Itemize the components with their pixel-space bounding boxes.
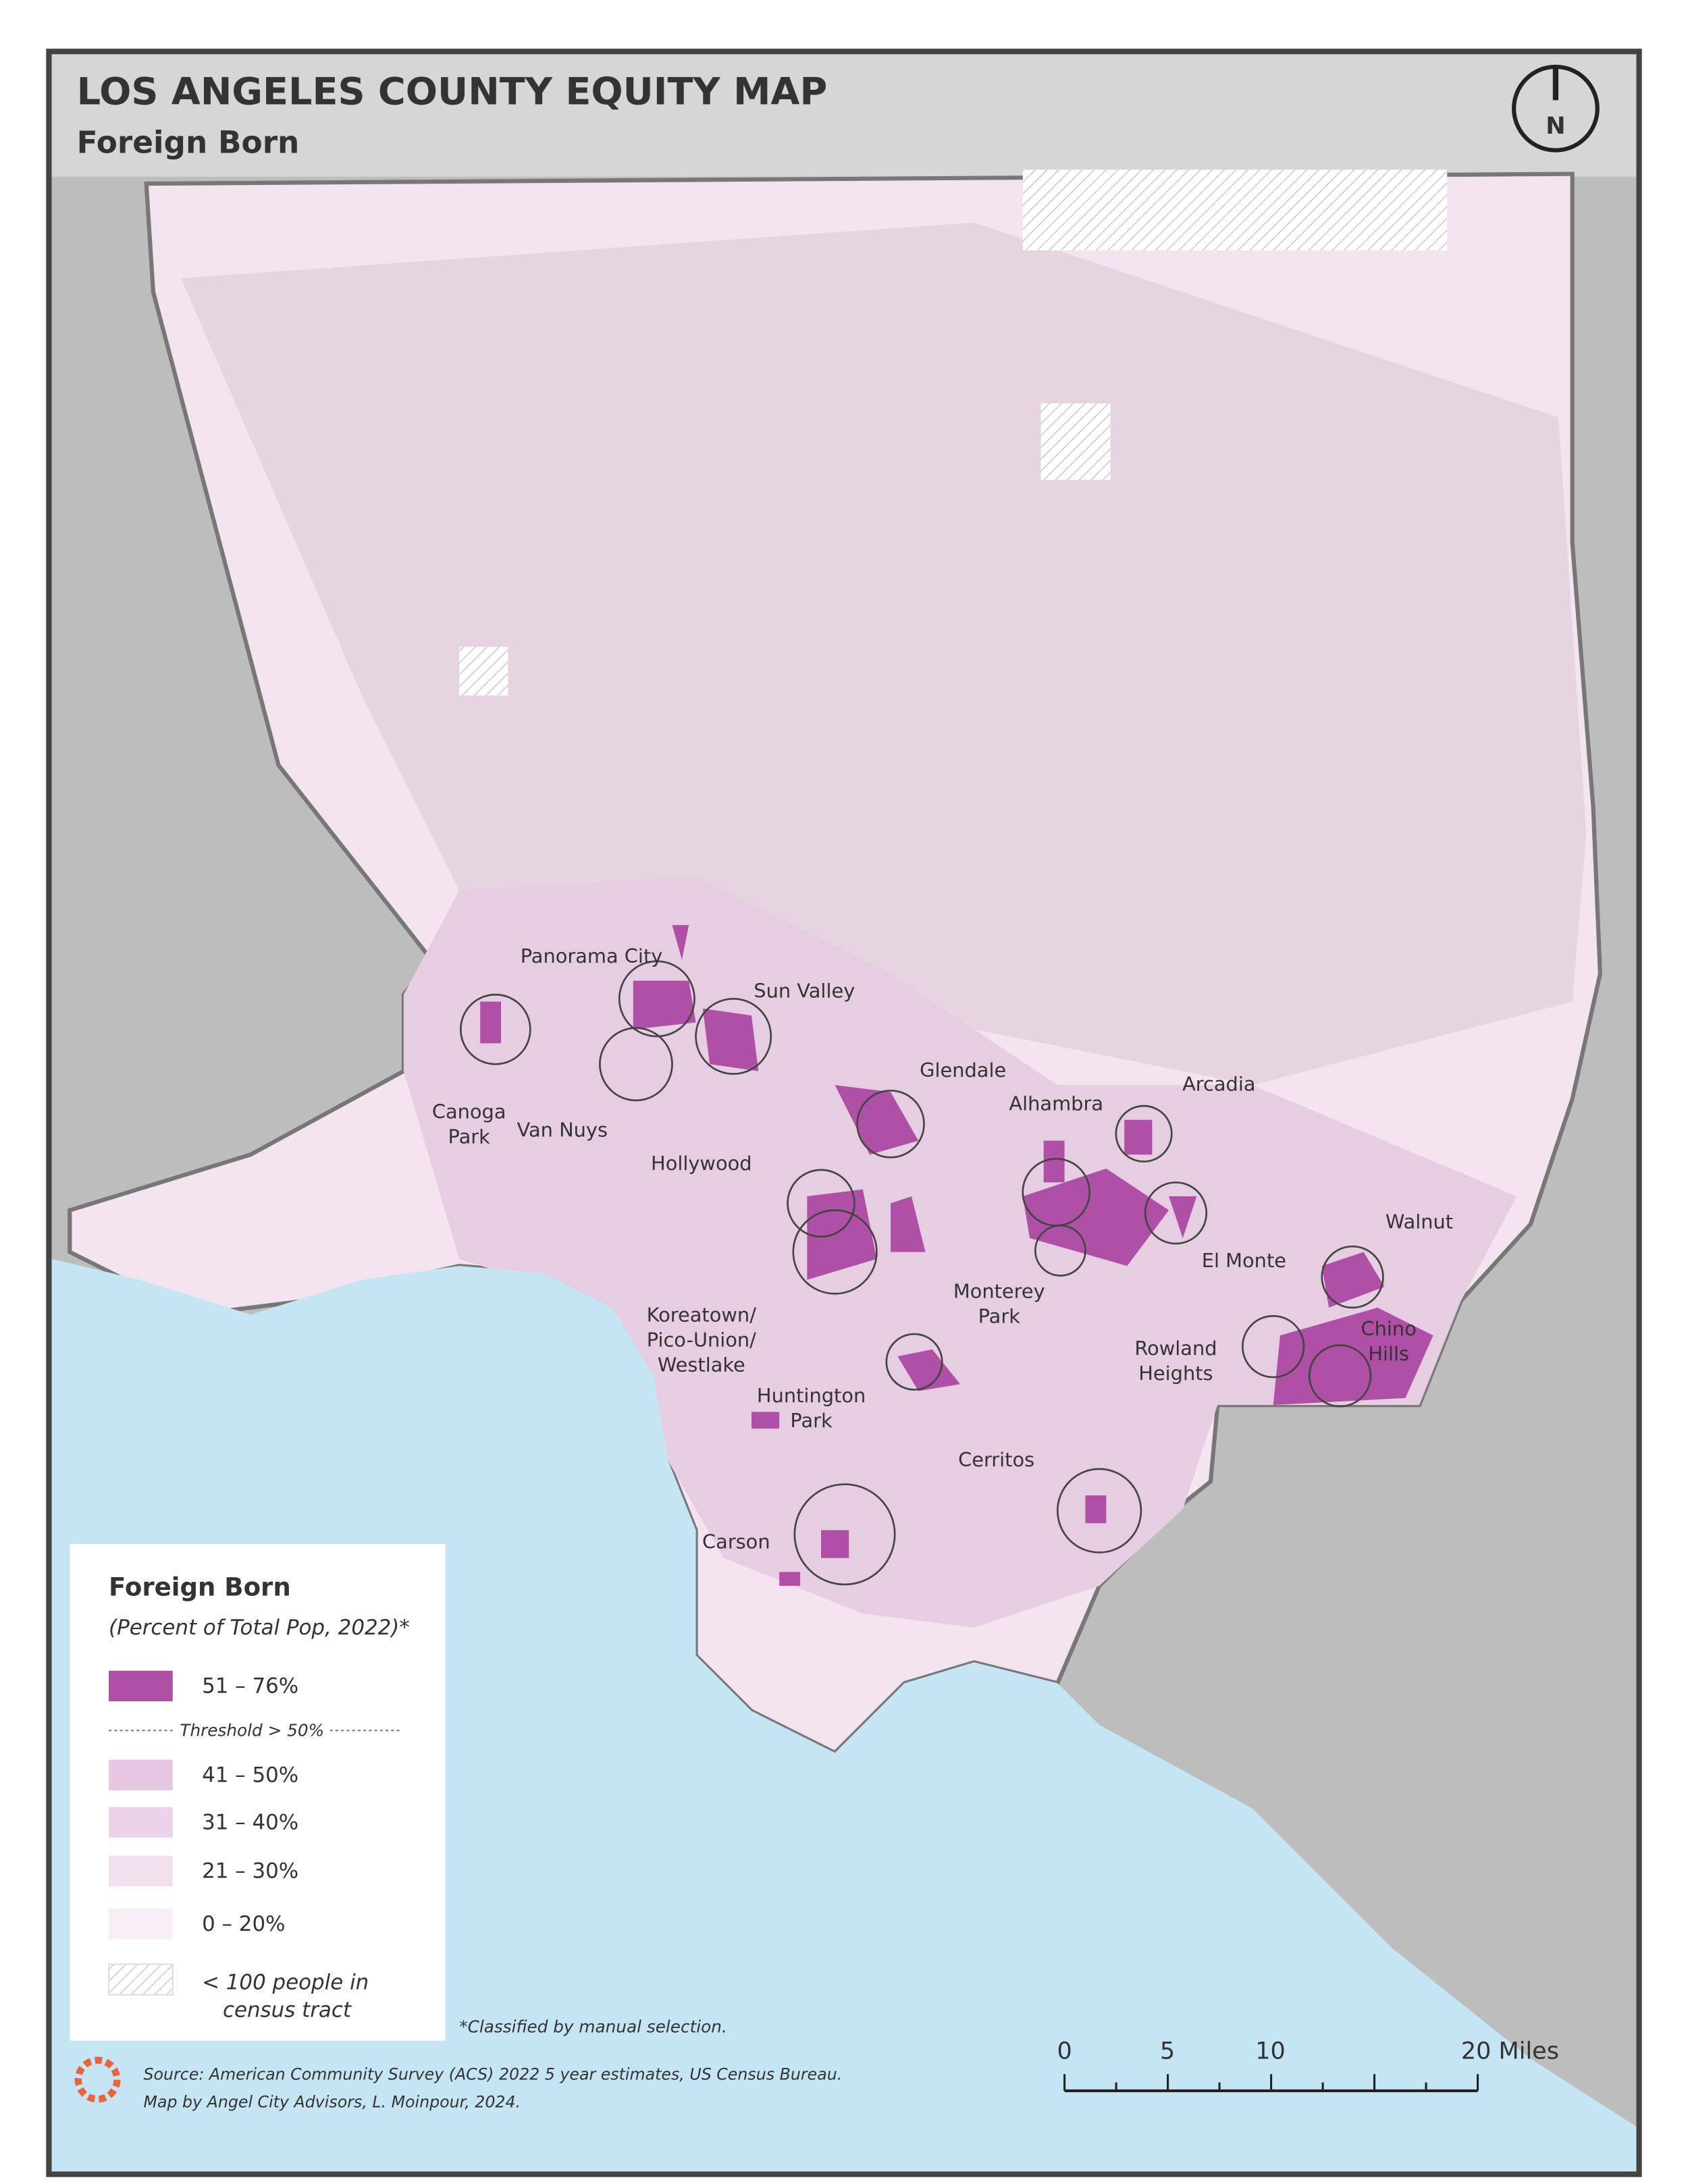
threshold-label: Threshold > 50% <box>180 1721 324 1740</box>
place-label: Walnut <box>1386 1210 1453 1233</box>
place-circle <box>459 993 531 1065</box>
scale-label: 0 <box>1057 2037 1072 2065</box>
place-label: Huntington <box>757 1384 866 1407</box>
nodata-label: < 100 people in <box>202 1971 369 1995</box>
place-label: Chino <box>1361 1317 1417 1340</box>
nodata-label: census tract <box>223 1998 352 2023</box>
no-data-area <box>459 647 508 696</box>
place-label: Cerritos <box>958 1448 1034 1471</box>
legend-swatch <box>109 1670 173 1702</box>
mountains-shade <box>181 222 1587 1086</box>
scale-label: 5 <box>1160 2037 1175 2065</box>
place-label: Glendale <box>920 1059 1006 1082</box>
place-circle <box>792 1209 878 1295</box>
legend-subtitle: (Percent of Total Pop, 2022)* <box>109 1616 410 1640</box>
place-circle <box>856 1090 925 1158</box>
title: LOS ANGELES COUNTY EQUITY MAP <box>77 70 828 114</box>
nodata-swatch <box>107 1963 174 1996</box>
place-label: Sun Valley <box>754 979 855 1002</box>
legend-swatch <box>109 1759 173 1790</box>
frame <box>46 49 1642 2177</box>
place-circle <box>1056 1468 1142 1553</box>
source: Map by Angel City Advisors, L. Moinpour,… <box>144 2093 521 2112</box>
header-band <box>49 51 1639 177</box>
place-label: Van Nuys <box>517 1118 608 1141</box>
scale-label: 10 <box>1255 2037 1286 2065</box>
north-label: N <box>1546 112 1565 140</box>
place-label: Heights <box>1138 1362 1213 1385</box>
place-circle <box>1115 1104 1173 1163</box>
place-label: Hollywood <box>651 1152 752 1175</box>
place-circle <box>885 1333 943 1391</box>
place-circles <box>459 960 1384 1586</box>
place-circle <box>618 960 695 1038</box>
place-label: Monterey <box>953 1279 1045 1302</box>
place-circle <box>695 998 772 1075</box>
place-circle <box>1308 1344 1372 1408</box>
valley <box>403 876 1517 1628</box>
note: *Classified by manual selection. <box>459 2017 727 2036</box>
place-circle <box>1144 1181 1208 1245</box>
legend-title: Foreign Born <box>109 1572 291 1601</box>
place-label: Canoga <box>432 1100 506 1123</box>
place-label: Hills <box>1368 1342 1409 1365</box>
no-data-area <box>1040 403 1111 480</box>
place-label: Arcadia <box>1182 1072 1255 1095</box>
legend-swatch <box>109 1855 173 1887</box>
place-circle <box>793 1483 896 1586</box>
legend-label: 0 – 20% <box>202 1912 285 1936</box>
place-label: Carson <box>702 1530 770 1553</box>
ocean <box>51 1258 1639 2175</box>
place-circle <box>787 1169 855 1238</box>
logo <box>74 2056 121 2103</box>
place-label: Rowland <box>1134 1337 1217 1360</box>
legend-items: 51 – 76% 41 – 50% 31 – 40% 21 – 30% 0 – 20% <box>109 1670 298 1940</box>
place-label: Park <box>790 1409 833 1432</box>
legend-label: 51 – 76% <box>202 1674 298 1699</box>
place-label: Park <box>448 1125 491 1148</box>
place-circle <box>1241 1314 1305 1379</box>
legend-swatch <box>109 1909 173 1940</box>
place-circle <box>599 1027 673 1102</box>
place-label: Panorama City <box>521 944 663 967</box>
place-label: Westlake <box>658 1354 745 1377</box>
source: Source: American Community Survey (ACS) … <box>144 2065 843 2083</box>
legend-label: 31 – 40% <box>202 1811 298 1835</box>
scale-label: 20 Miles <box>1461 2037 1559 2065</box>
no-data-area <box>1022 169 1448 250</box>
place-label: El Monte <box>1202 1249 1286 1272</box>
place-label: Koreatown/ <box>647 1303 757 1326</box>
place-label: Pico-Union/ <box>647 1329 756 1352</box>
place-label: Alhambra <box>1009 1092 1103 1115</box>
legend-swatch <box>109 1807 173 1838</box>
legend-label: 41 – 50% <box>202 1763 298 1788</box>
subtitle: Foreign Born <box>77 125 300 161</box>
place-circle <box>1321 1245 1384 1309</box>
place-circle <box>1034 1224 1086 1277</box>
scale-bar: 0 5 10 20 Miles <box>1057 2037 1559 2093</box>
legend-box <box>70 1544 446 2041</box>
legend-label: 21 – 30% <box>202 1859 298 1884</box>
place-label: Park <box>978 1305 1021 1328</box>
